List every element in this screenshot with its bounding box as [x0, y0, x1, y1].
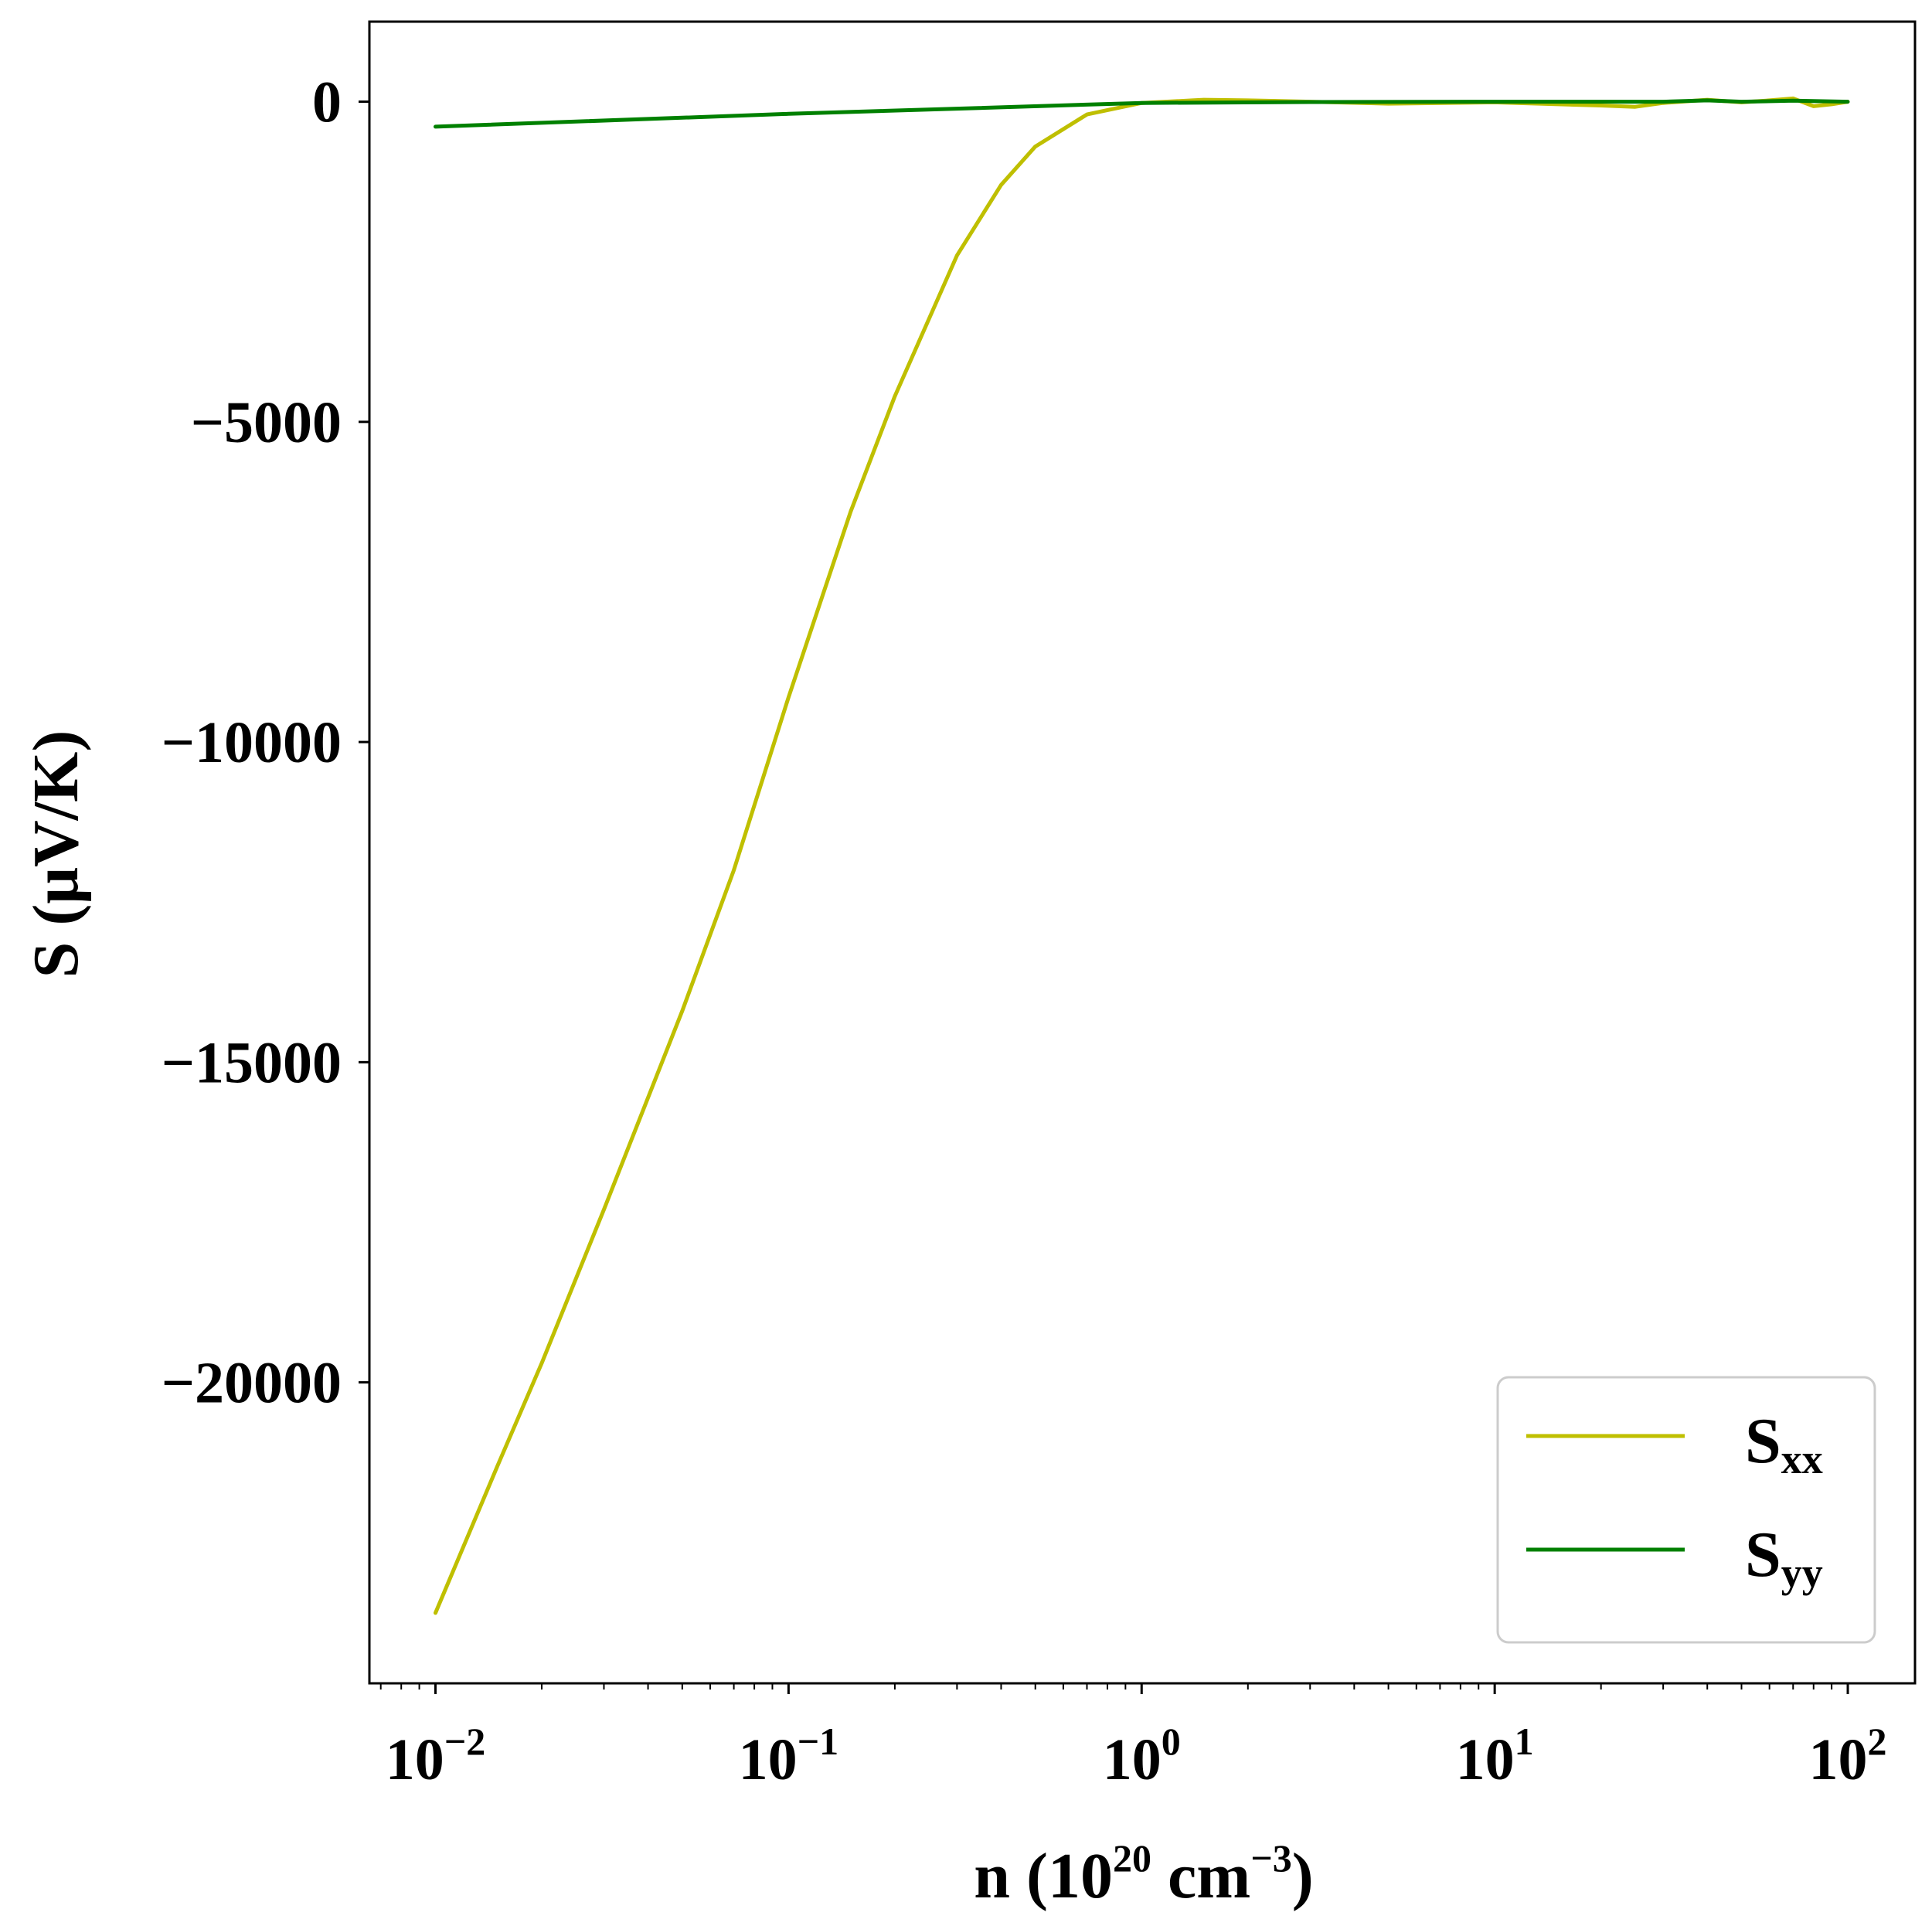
x-axis-label-prefix: n (10 [974, 1840, 1113, 1912]
y-tick-label: −5000 [191, 390, 342, 455]
y-tick-label: −15000 [162, 1030, 342, 1095]
y-tick-label: −20000 [162, 1351, 342, 1416]
x-axis-label-exp1: 20 [1113, 1836, 1151, 1880]
x-tick-label: 102 [1809, 1720, 1887, 1792]
x-tick-label: 101 [1456, 1720, 1534, 1792]
x-tick-label-exponent: 1 [1515, 1720, 1534, 1763]
legend-item-syy: Syy [1526, 1519, 1823, 1596]
legend-label-sxx: Sxx [1745, 1405, 1823, 1482]
x-tick-label-exponent: 0 [1162, 1720, 1181, 1763]
x-axis-label-exp2: −3 [1250, 1836, 1292, 1880]
x-tick-label-base: 10 [1809, 1727, 1868, 1792]
x-axis-label: n (1020 cm−3) [974, 1836, 1313, 1912]
x-tick-label-exponent: −1 [798, 1720, 839, 1763]
x-tick-label-base: 10 [1456, 1727, 1515, 1792]
x-tick-label-base: 10 [1103, 1727, 1162, 1792]
x-tick-label-exponent: 2 [1868, 1720, 1887, 1763]
x-tick-label: 10−1 [739, 1720, 839, 1792]
series-layer [434, 96, 1850, 1615]
x-axis-label-middle: cm [1151, 1840, 1250, 1912]
x-axis-ticks: 10−2 10−1 100 101 102 [379, 1683, 1887, 1792]
y-tick-label: −10000 [162, 710, 342, 775]
x-axis-label-suffix: ) [1292, 1840, 1314, 1912]
legend-box [1496, 1376, 1876, 1644]
legend-label-syy: Syy [1745, 1519, 1823, 1596]
x-tick-label-base: 10 [386, 1727, 444, 1792]
legend: Sxx Syy [1496, 1376, 1876, 1644]
x-tick-label: 10−2 [386, 1720, 486, 1792]
x-tick-label-exponent: −2 [444, 1720, 486, 1763]
y-axis-label: S (μV/K) [20, 730, 92, 978]
series-line-syy [434, 98, 1850, 129]
y-tick-label: 0 [312, 70, 342, 135]
x-tick-label-base: 10 [739, 1727, 798, 1792]
y-axis-ticks: 0 −5000 −10000 −15000 −20000 [162, 70, 369, 1416]
legend-item-sxx: Sxx [1526, 1405, 1823, 1482]
x-tick-label: 100 [1103, 1720, 1181, 1792]
